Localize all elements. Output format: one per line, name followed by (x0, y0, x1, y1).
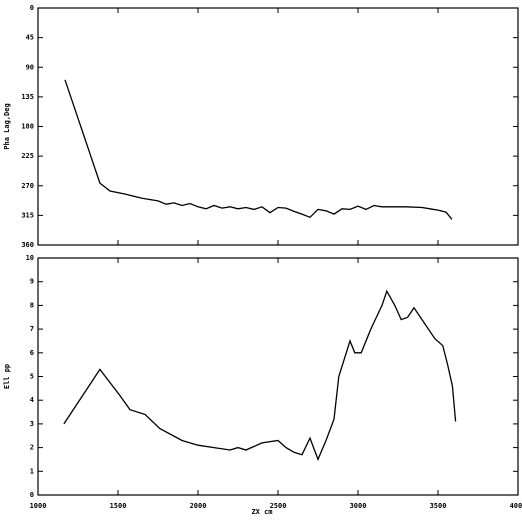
plot-frame (37, 7, 519, 246)
y-tick-label: 360 (21, 241, 34, 249)
x-tick-label: 2000 (190, 502, 207, 510)
x-tick-label: 2500 (270, 502, 287, 510)
x-tick-label: 4000 (510, 502, 522, 510)
y-tick-label: 225 (21, 152, 34, 160)
y-tick-label: 3 (30, 420, 34, 428)
y-tick-label: 9 (30, 278, 34, 286)
x-tick-label: 1000 (30, 502, 47, 510)
y-tick-label: 4 (30, 396, 34, 404)
plot-frame (37, 257, 519, 496)
y-tick-label: 6 (30, 349, 34, 357)
y-tick-label: 0 (30, 4, 34, 12)
y-axis-label: Pha Lag,Deg (3, 103, 11, 149)
y-tick-label: 45 (26, 34, 34, 42)
y-tick-label: 180 (21, 123, 34, 131)
y-tick-label: 270 (21, 182, 34, 190)
y-tick-label: 315 (21, 211, 34, 219)
y-tick-label: 0 (30, 491, 34, 499)
y-tick-label: 10 (26, 254, 34, 262)
data-line (63, 289, 457, 462)
y-tick-label: 135 (21, 93, 34, 101)
y-tick-label: 7 (30, 325, 34, 333)
y-axis-label: Ell pp (3, 364, 11, 389)
x-tick-label: 3500 (430, 502, 447, 510)
y-tick-label: 8 (30, 301, 34, 309)
y-tick-label: 5 (30, 373, 34, 381)
data-line (64, 79, 453, 220)
y-tick-label: 90 (26, 63, 34, 71)
x-tick-label: 1500 (110, 502, 127, 510)
x-tick-label: 3000 (350, 502, 367, 510)
y-tick-label: 2 (30, 444, 34, 452)
x-axis-label: ZX cm (251, 508, 272, 516)
y-tick-label: 1 (30, 467, 34, 475)
